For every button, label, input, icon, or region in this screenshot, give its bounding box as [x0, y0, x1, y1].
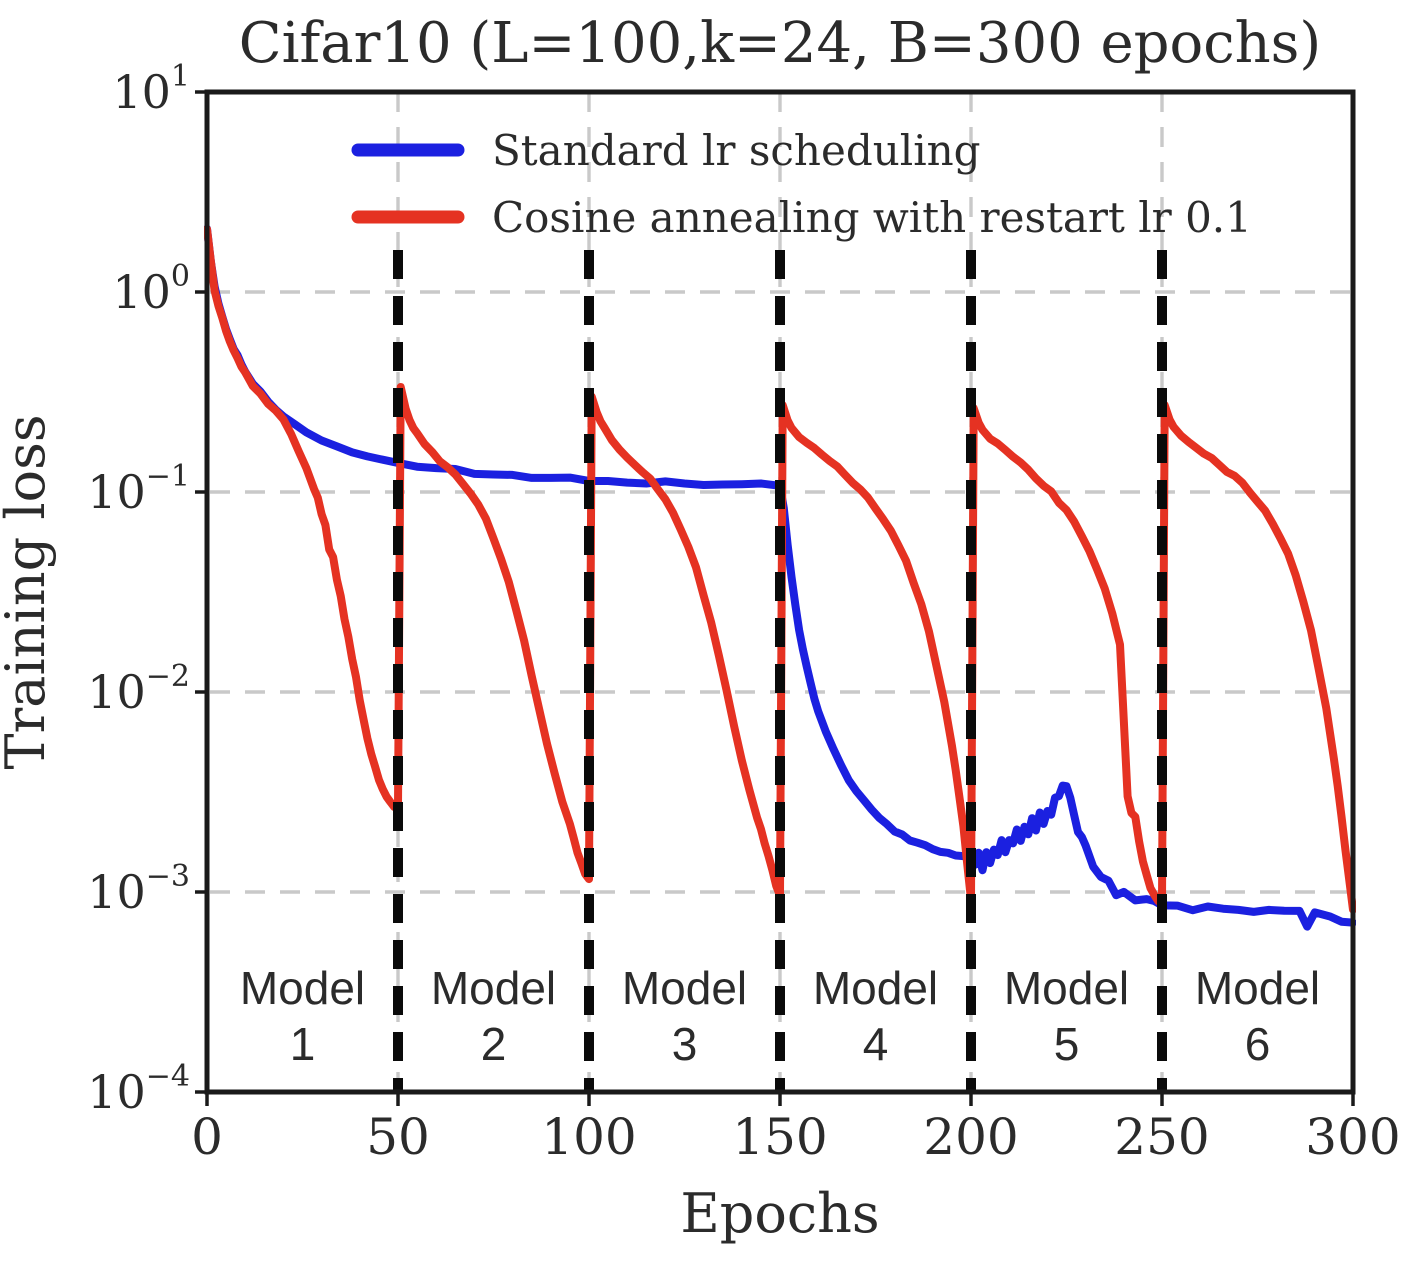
segment-number: 2: [481, 1018, 507, 1070]
segment-number: 3: [672, 1018, 698, 1070]
legend-label-standard: Standard lr scheduling: [492, 126, 981, 175]
segment-label: Model: [813, 962, 938, 1014]
y-tick-label: 10−2: [87, 659, 190, 719]
segment-number: 1: [290, 1018, 316, 1070]
y-tick-label: 101: [112, 59, 190, 119]
y-tick-label: 10−4: [87, 1059, 190, 1119]
x-tick-label: 0: [191, 1108, 223, 1166]
standard-lr-line: [204, 224, 1356, 931]
x-axis-label: Epochs: [680, 1182, 879, 1245]
segment-label: Model: [1195, 962, 1320, 1014]
legend: Standard lr scheduling Cosine annealing …: [351, 126, 1252, 242]
y-tick-label: 10−3: [87, 859, 190, 919]
restart-lines: [393, 250, 1167, 1092]
axes-frame: [195, 89, 1356, 1106]
series-layer: [204, 224, 1356, 931]
segment-label: Model: [1004, 962, 1129, 1014]
segment-label: Model: [431, 962, 556, 1014]
x-tick-label: 100: [541, 1108, 636, 1166]
y-axis-label: Training loss: [0, 414, 57, 769]
segment-number: 4: [863, 1018, 889, 1070]
x-tick-label: 50: [366, 1108, 430, 1166]
legend-label-cosine: Cosine annealing with restart lr 0.1: [492, 193, 1252, 242]
y-tick-label: 100: [112, 259, 190, 319]
plot-frame: [204, 89, 1356, 1095]
segment-number: 5: [1054, 1018, 1080, 1070]
chart-title: Cifar10 (L=100,k=24, B=300 epochs): [239, 11, 1322, 76]
segment-label: Model: [622, 962, 747, 1014]
cosine-annealing-line: [204, 225, 1356, 914]
x-tick-label: 150: [732, 1108, 827, 1166]
segment-number: 6: [1245, 1018, 1271, 1070]
x-tick-label: 250: [1114, 1108, 1209, 1166]
x-tick-label: 200: [923, 1108, 1018, 1166]
segment-label: Model: [240, 962, 365, 1014]
y-tick-label: 10−1: [87, 459, 190, 519]
x-tick-label: 300: [1305, 1108, 1400, 1166]
